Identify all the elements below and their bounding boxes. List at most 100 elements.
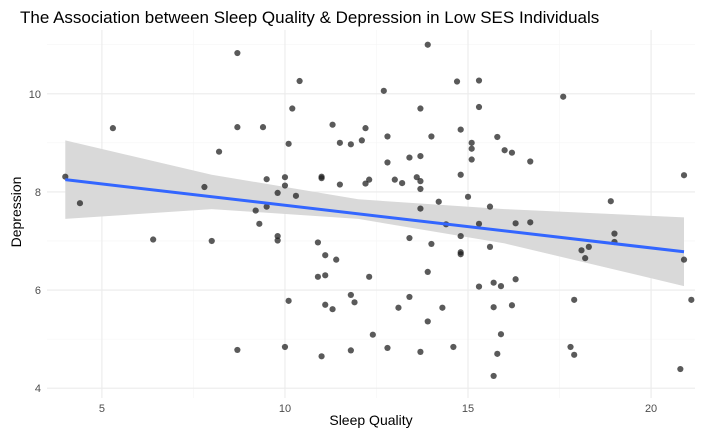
data-point	[406, 154, 413, 161]
x-axis-ticks: 5 10 15 20	[99, 403, 657, 415]
data-point	[680, 256, 688, 263]
data-point	[468, 145, 475, 152]
data-point	[413, 174, 420, 181]
data-point	[336, 139, 343, 146]
data-point	[281, 182, 289, 189]
data-point	[285, 140, 292, 147]
data-point	[494, 133, 501, 141]
chart-title: The Association between Sleep Quality & …	[20, 8, 599, 27]
data-point	[497, 331, 505, 338]
data-point	[384, 133, 391, 140]
data-point	[347, 141, 354, 148]
data-point	[274, 189, 281, 197]
data-point	[318, 175, 325, 182]
data-point	[329, 121, 336, 128]
data-point	[417, 105, 424, 112]
data-point	[417, 153, 424, 160]
data-point	[406, 293, 413, 301]
data-point	[322, 272, 329, 279]
data-point	[453, 78, 461, 85]
data-point	[475, 77, 483, 84]
data-point	[366, 176, 373, 183]
data-point	[281, 343, 289, 351]
y-tick-label: 10	[29, 89, 41, 101]
data-point	[475, 103, 483, 111]
data-point	[439, 304, 446, 311]
data-point	[512, 276, 519, 283]
data-point	[486, 243, 494, 250]
data-point	[468, 139, 475, 146]
data-point	[333, 256, 340, 263]
data-point	[680, 172, 688, 179]
data-point	[329, 306, 336, 313]
data-point	[475, 283, 483, 290]
data-point	[501, 147, 508, 154]
data-point	[585, 243, 592, 250]
data-point	[201, 183, 208, 191]
data-point	[150, 236, 157, 243]
data-point	[256, 220, 263, 227]
data-point	[497, 283, 505, 290]
y-tick-label: 6	[35, 285, 41, 297]
data-point	[76, 200, 84, 207]
data-point	[391, 176, 398, 183]
data-point	[582, 255, 589, 262]
data-point	[314, 273, 322, 280]
data-point	[274, 232, 281, 240]
data-point	[292, 192, 300, 199]
data-point	[486, 203, 494, 210]
x-axis-title: Sleep Quality	[329, 412, 412, 428]
data-point	[457, 232, 464, 240]
data-point	[366, 273, 373, 280]
data-point	[468, 156, 475, 163]
data-point	[296, 77, 303, 85]
data-point	[494, 350, 501, 357]
data-point	[457, 251, 464, 258]
data-point	[318, 353, 325, 360]
data-point	[208, 237, 215, 245]
data-point	[435, 198, 442, 205]
data-point	[274, 237, 281, 244]
x-tick-label: 15	[462, 403, 474, 415]
data-point	[380, 87, 387, 94]
y-axis-ticks: 4 6 8 10	[29, 89, 41, 395]
data-point	[457, 171, 464, 178]
data-point	[508, 302, 516, 309]
data-point	[109, 125, 116, 132]
data-point	[688, 296, 695, 303]
data-point	[607, 198, 614, 205]
y-tick-label: 8	[35, 187, 41, 199]
data-point	[384, 344, 391, 352]
y-tick-label: 4	[35, 383, 41, 395]
trend-line	[65, 178, 685, 254]
x-tick-label: 20	[645, 403, 657, 415]
data-point	[336, 181, 343, 188]
data-point	[417, 205, 424, 212]
x-tick-label: 5	[99, 403, 105, 415]
data-point	[406, 234, 413, 242]
data-point	[62, 173, 69, 180]
data-point	[314, 239, 322, 246]
data-point	[259, 124, 267, 131]
data-point	[358, 137, 365, 144]
data-point	[450, 343, 457, 351]
data-point	[424, 41, 431, 48]
data-point	[347, 347, 354, 354]
data-point	[417, 178, 424, 185]
data-point	[399, 179, 406, 187]
data-point	[322, 252, 329, 259]
data-point	[347, 291, 354, 299]
data-point	[490, 304, 497, 311]
data-point	[428, 133, 435, 140]
data-point	[424, 318, 431, 325]
data-point	[508, 149, 516, 156]
data-point	[234, 124, 241, 131]
data-point	[527, 158, 534, 165]
data-point	[417, 348, 424, 355]
data-point	[490, 372, 497, 380]
data-point	[384, 159, 391, 166]
data-point	[567, 343, 574, 351]
data-point	[560, 93, 567, 100]
data-point	[234, 49, 241, 57]
